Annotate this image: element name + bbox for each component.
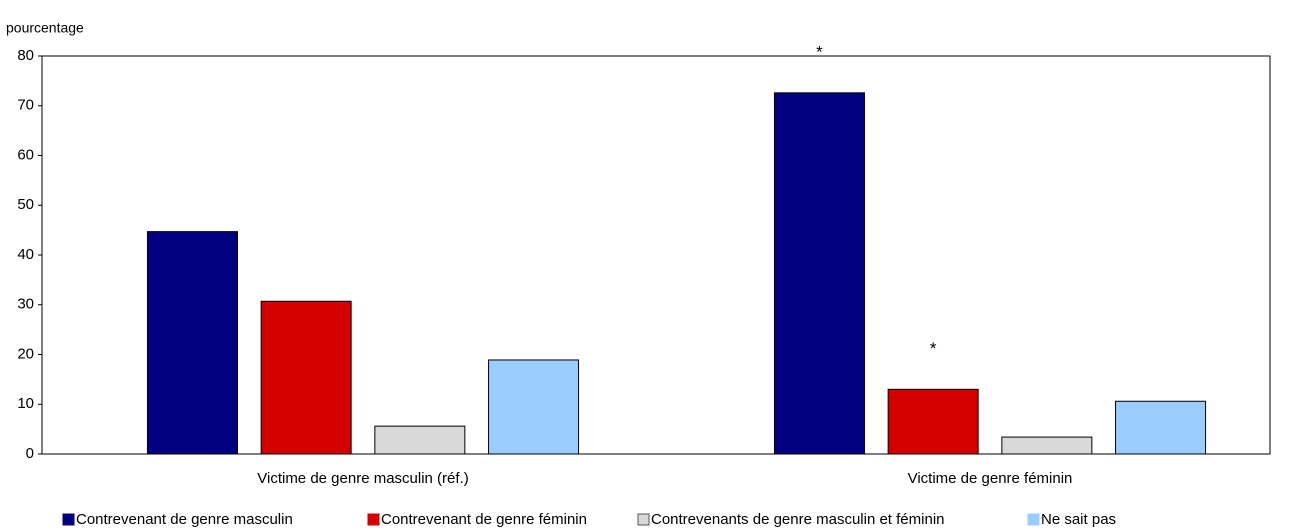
- y-tick-label: 20: [17, 345, 34, 362]
- bar: [1001, 436, 1093, 455]
- legend-swatch: [637, 513, 650, 526]
- legend-label: Contrevenants de genre masculin et fémin…: [651, 511, 945, 527]
- y-tick-label: 50: [17, 196, 34, 213]
- bar: [488, 359, 580, 455]
- annotation: *: [930, 339, 937, 358]
- y-tick-label: 80: [17, 47, 34, 64]
- bar: [260, 300, 352, 455]
- x-tick-label: Victime de genre féminin: [908, 470, 1073, 487]
- legend-label: Ne sait pas: [1041, 511, 1116, 527]
- annotation: *: [816, 42, 823, 61]
- legend-swatch: [1027, 513, 1040, 526]
- y-tick-label: 0: [26, 445, 34, 462]
- legend-label: Contrevenant de genre masculin: [76, 511, 293, 527]
- bar: [146, 231, 238, 455]
- bar: [773, 92, 865, 455]
- bar: [374, 425, 466, 455]
- y-tick-label: 10: [17, 395, 34, 412]
- y-tick-label: 60: [17, 146, 34, 163]
- legend-label: Contrevenant de genre féminin: [381, 511, 587, 527]
- legend-swatch: [367, 513, 380, 526]
- y-tick-label: 40: [17, 246, 34, 263]
- legend-swatch: [62, 513, 75, 526]
- y-tick-label: 70: [17, 97, 34, 114]
- x-tick-label: Victime de genre masculin (réf.): [257, 470, 468, 487]
- y-axis-label: pourcentage: [6, 20, 84, 36]
- y-tick-label: 30: [17, 296, 34, 313]
- bar: [1115, 400, 1207, 455]
- bar: [887, 388, 979, 455]
